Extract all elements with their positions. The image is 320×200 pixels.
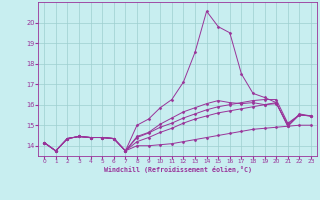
X-axis label: Windchill (Refroidissement éolien,°C): Windchill (Refroidissement éolien,°C) <box>104 166 252 173</box>
